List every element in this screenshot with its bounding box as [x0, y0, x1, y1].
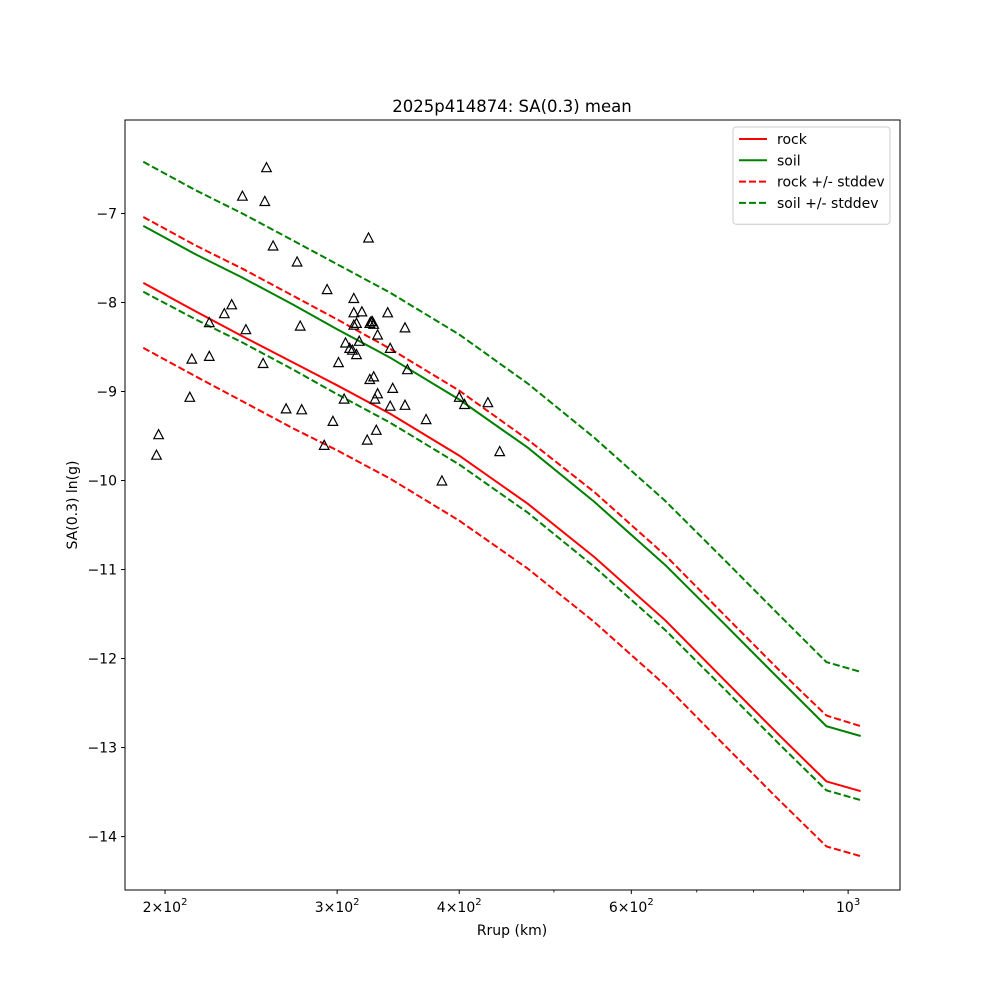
- y-tick-label: −10: [87, 474, 117, 490]
- observation-marker: [348, 318, 360, 330]
- observation-marker: [203, 316, 216, 328]
- observation-marker: [225, 298, 238, 310]
- observation-marker: [348, 306, 360, 318]
- x-tick-label: 6×102: [609, 897, 654, 916]
- observation-marker: [364, 373, 376, 385]
- plot-area: −7 −8 −9 −10 −11 −12 −13 −14 2×102 3×102 4×102 6×10…: [87, 119, 901, 916]
- series-line-1: [142, 225, 861, 737]
- observation-marker: [295, 403, 308, 415]
- legend: rock soil rock +/- stddev soil +/- stddev: [732, 126, 891, 225]
- observation-marker: [361, 433, 373, 445]
- observation-marker: [384, 342, 396, 353]
- y-tick-label: −7: [96, 206, 117, 222]
- legend-label: rock +/- stddev: [777, 175, 885, 191]
- series-line-4: [142, 160, 861, 673]
- observation-marker: [482, 396, 494, 408]
- series-line-5: [142, 290, 861, 802]
- observation-marker: [318, 439, 330, 450]
- y-tick-label: −9: [96, 385, 117, 401]
- legend-label: soil +/- stddev: [777, 196, 879, 212]
- observation-marker: [280, 402, 292, 414]
- observation-marker: [350, 317, 363, 328]
- observation-marker: [259, 195, 271, 207]
- observation-marker: [371, 328, 384, 340]
- observation-marker: [203, 350, 216, 361]
- observation-marker: [332, 356, 345, 368]
- observation-marker: [365, 315, 377, 327]
- y-tick-label: −13: [87, 741, 117, 757]
- observation-marker: [367, 317, 380, 329]
- x-tick-label: 103: [836, 897, 860, 916]
- observation-marker: [294, 319, 306, 331]
- observation-marker: [218, 307, 231, 319]
- observation-marker: [401, 363, 414, 375]
- legend-box: [732, 126, 891, 225]
- series-line-2: [142, 216, 861, 728]
- x-tick-label: 3×102: [315, 897, 360, 916]
- x-tick-label: 4×102: [437, 897, 482, 916]
- y-tick-label: −14: [87, 830, 117, 846]
- series-line-0: [142, 282, 861, 793]
- observation-marker: [152, 428, 165, 440]
- y-tick-label: −11: [87, 563, 117, 579]
- observation-marker: [453, 390, 465, 402]
- axes-frame: [124, 119, 901, 891]
- observation-marker: [346, 343, 359, 355]
- x-axis-label: Rrup (km): [477, 923, 547, 939]
- observation-marker: [260, 161, 273, 173]
- observation-marker: [381, 306, 394, 318]
- observation-marker: [184, 390, 196, 402]
- observation-marker: [327, 415, 339, 426]
- y-tick-label: −8: [96, 295, 117, 311]
- observation-marker: [321, 283, 333, 295]
- observation-marker: [240, 323, 252, 335]
- observation-marker: [186, 352, 198, 364]
- observation-marker: [458, 398, 471, 410]
- observation-marker: [353, 334, 365, 346]
- observation-marker: [493, 445, 506, 457]
- observation-marker: [420, 413, 432, 425]
- observation-marker: [399, 398, 411, 410]
- observation-marker: [369, 392, 381, 404]
- observation-marker: [399, 321, 411, 333]
- legend-label: soil: [777, 153, 801, 169]
- y-tick-label: −12: [87, 652, 117, 668]
- observation-marker: [339, 336, 352, 348]
- observation-marker: [350, 348, 363, 360]
- observation-marker: [356, 305, 368, 317]
- observation-marker: [257, 357, 269, 369]
- chart-title: 2025p414874: SA(0.3) mean: [392, 97, 631, 116]
- observation-marker: [348, 292, 360, 304]
- observation-marker: [384, 399, 396, 411]
- observation-marker: [436, 474, 448, 486]
- y-axis-label: SA(0.3) ln(g): [65, 461, 81, 550]
- observation-marker: [267, 239, 279, 251]
- observation-marker: [386, 382, 399, 393]
- observation-marker: [371, 387, 384, 399]
- legend-label: rock: [777, 132, 808, 148]
- observation-marker: [338, 392, 350, 404]
- observation-marker: [150, 448, 163, 460]
- observation-marker: [370, 423, 383, 435]
- observation-marker: [362, 231, 375, 243]
- x-tick-label: 2×102: [143, 897, 188, 916]
- observation-marker: [236, 189, 249, 201]
- observation-marker: [367, 370, 380, 382]
- observation-marker: [291, 255, 303, 267]
- series-line-3: [142, 347, 861, 858]
- observation-marker: [343, 342, 356, 353]
